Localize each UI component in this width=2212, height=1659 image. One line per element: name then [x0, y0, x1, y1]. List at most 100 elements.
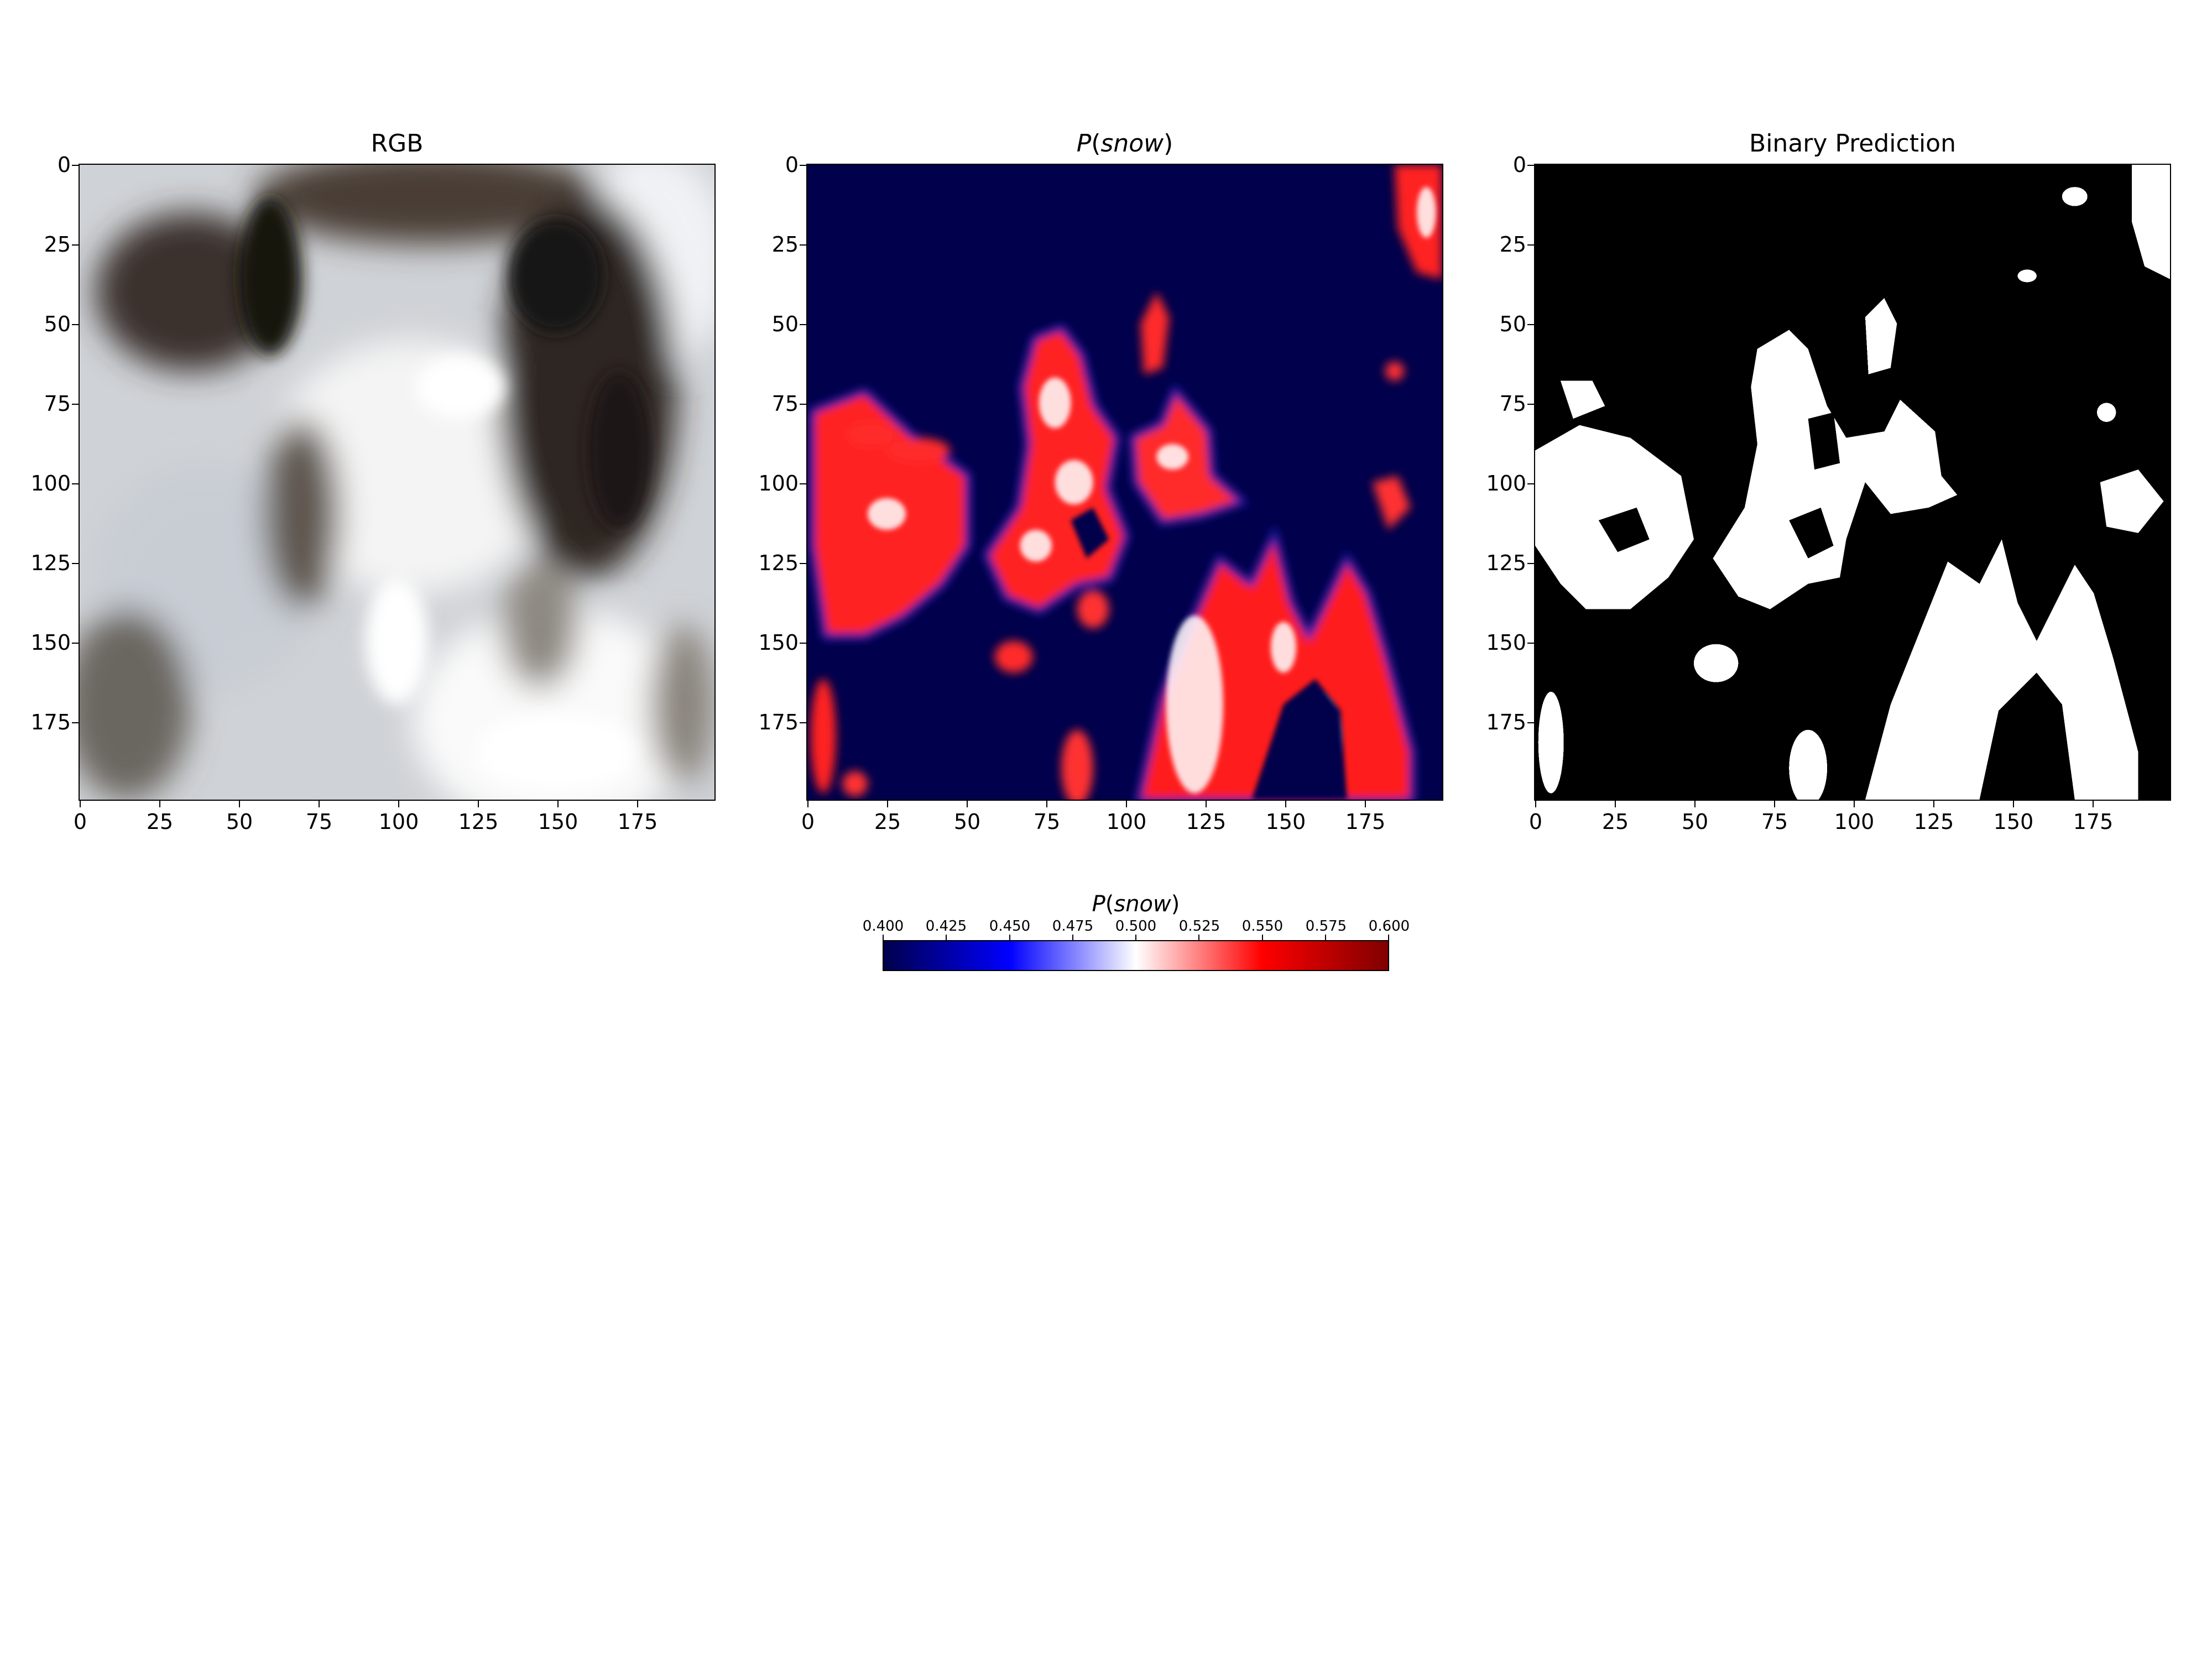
colorbar-tick-label: 0.525 — [1178, 918, 1220, 935]
y-tick-mark — [72, 563, 79, 564]
x-tick-label: 50 — [226, 810, 253, 834]
x-tick-mark — [1933, 801, 1934, 807]
panel-title-binary: Binary Prediction — [1749, 129, 1956, 158]
colorbar-tick-mark — [1261, 935, 1263, 940]
x-tick-mark — [1206, 801, 1207, 807]
snow-probability-map — [806, 164, 1443, 801]
x-tick-mark — [1535, 801, 1536, 807]
colorbar-tick-mark — [1198, 935, 1200, 940]
y-tick-label: 100 — [1486, 471, 1526, 495]
y-tick-label: 125 — [1486, 551, 1526, 575]
y-tick-label: 150 — [758, 630, 799, 655]
x-tick-label: 0 — [801, 810, 815, 834]
colorbar-tick-label: 0.600 — [1368, 918, 1410, 935]
y-tick-label: 25 — [1499, 232, 1526, 257]
x-tick-mark — [398, 801, 399, 807]
y-tick-mark — [72, 244, 79, 246]
y-tick-mark — [72, 643, 79, 644]
y-tick-mark — [72, 324, 79, 325]
y-tick-mark — [1527, 244, 1534, 246]
x-tick-label: 175 — [2073, 810, 2114, 834]
colorbar-tick-label: 0.575 — [1305, 918, 1347, 935]
colorbar-tick-label: 0.425 — [925, 918, 967, 935]
x-tick-label: 0 — [73, 810, 87, 834]
y-tick-mark — [800, 563, 806, 564]
colorbar-tick-mark — [946, 935, 947, 940]
x-tick-label: 75 — [1033, 810, 1061, 834]
colorbar-tick-mark — [1324, 935, 1326, 940]
x-tick-label: 25 — [874, 810, 901, 834]
y-tick-label: 50 — [1499, 312, 1526, 336]
x-tick-mark — [1285, 801, 1286, 807]
colorbar-tick-label: 0.500 — [1115, 918, 1157, 935]
x-tick-mark — [967, 801, 968, 807]
y-tick-label: 75 — [1499, 392, 1526, 416]
x-tick-mark — [1694, 801, 1695, 807]
y-tick-mark — [800, 404, 806, 405]
y-tick-label: 175 — [1486, 710, 1526, 734]
x-tick-label: 75 — [305, 810, 333, 834]
x-tick-mark — [557, 801, 559, 807]
y-tick-mark — [72, 165, 79, 166]
x-tick-mark — [1126, 801, 1127, 807]
x-tick-mark — [637, 801, 638, 807]
y-tick-label: 125 — [30, 551, 71, 575]
y-tick-mark — [1527, 483, 1534, 484]
colorbar-tick-mark — [1135, 935, 1136, 940]
y-tick-label: 25 — [44, 232, 71, 257]
x-tick-mark — [1046, 801, 1047, 807]
y-tick-label: 0 — [1512, 153, 1526, 177]
x-tick-label: 150 — [538, 810, 578, 834]
x-tick-mark — [80, 801, 81, 807]
x-tick-mark — [1774, 801, 1775, 807]
x-tick-mark — [1615, 801, 1616, 807]
y-tick-label: 100 — [30, 471, 71, 495]
colorbar-tick-mark — [1009, 935, 1010, 940]
y-tick-label: 50 — [44, 312, 71, 336]
panel-title-rgb: RGB — [371, 129, 424, 158]
colorbar-tick-label: 0.475 — [1052, 918, 1094, 935]
x-tick-label: 150 — [1265, 810, 1306, 834]
colorbar-tick-label: 0.550 — [1241, 918, 1284, 935]
y-tick-mark — [72, 483, 79, 484]
y-tick-label: 75 — [44, 392, 71, 416]
y-tick-mark — [800, 483, 806, 484]
y-tick-label: 100 — [758, 471, 799, 495]
colorbar-label: P(snow) — [1092, 891, 1180, 917]
y-tick-mark — [1527, 722, 1534, 723]
y-tick-label: 50 — [771, 312, 799, 336]
y-tick-label: 175 — [758, 710, 799, 734]
x-tick-label: 100 — [1106, 810, 1147, 834]
binary-prediction-map — [1534, 164, 2171, 801]
y-tick-label: 175 — [30, 710, 71, 734]
x-tick-mark — [887, 801, 888, 807]
y-tick-label: 0 — [57, 153, 71, 177]
x-tick-label: 125 — [1186, 810, 1227, 834]
x-tick-label: 125 — [458, 810, 499, 834]
colorbar — [883, 940, 1389, 971]
x-tick-label: 175 — [617, 810, 658, 834]
colorbar-tick-label: 0.450 — [989, 918, 1031, 935]
rgb-image — [79, 164, 716, 801]
y-tick-label: 150 — [1486, 630, 1526, 655]
y-tick-mark — [72, 722, 79, 723]
x-tick-label: 75 — [1761, 810, 1788, 834]
x-tick-mark — [1854, 801, 1855, 807]
y-tick-mark — [1527, 643, 1534, 644]
colorbar-tick-mark — [1072, 935, 1073, 940]
y-tick-mark — [1527, 165, 1534, 166]
y-tick-label: 25 — [771, 232, 799, 257]
y-tick-mark — [800, 722, 806, 723]
x-tick-mark — [319, 801, 320, 807]
x-tick-mark — [159, 801, 160, 807]
x-tick-mark — [807, 801, 808, 807]
x-tick-label: 25 — [146, 810, 174, 834]
colorbar-tick-label: 0.400 — [862, 918, 904, 935]
x-tick-mark — [2013, 801, 2014, 807]
x-tick-label: 25 — [1601, 810, 1629, 834]
y-tick-mark — [800, 643, 806, 644]
y-tick-mark — [1527, 324, 1534, 325]
y-tick-mark — [800, 165, 806, 166]
x-tick-label: 50 — [1681, 810, 1709, 834]
x-tick-label: 175 — [1345, 810, 1386, 834]
